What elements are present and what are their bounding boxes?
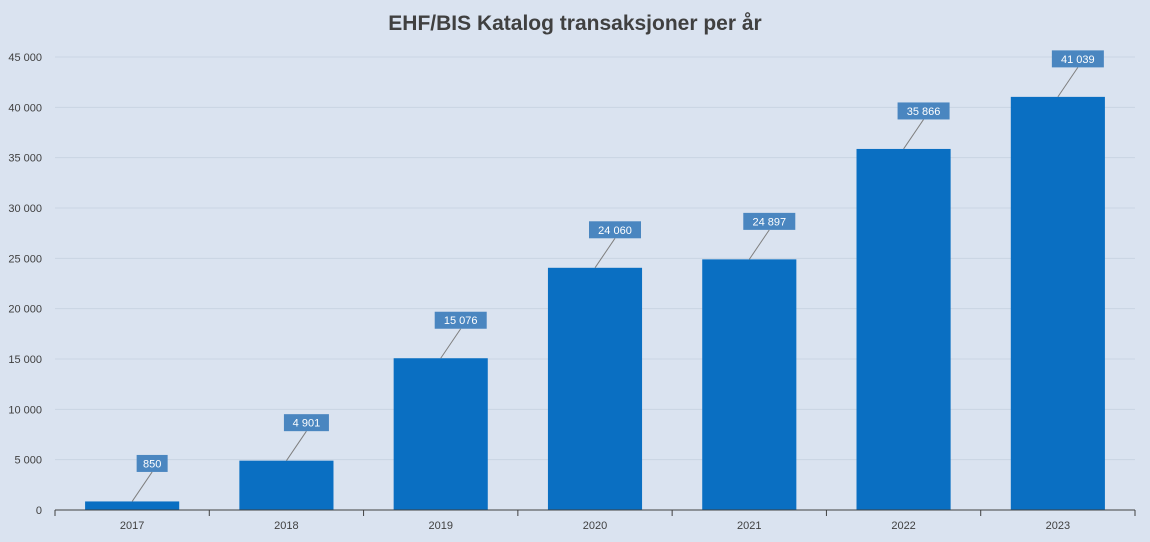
- x-axis-ticks: 2017 2018 2019 2020 2021 2022 2023: [120, 520, 1070, 532]
- data-label: 41 039: [1061, 54, 1095, 66]
- bar: [856, 148, 951, 511]
- data-label: 35 866: [907, 106, 941, 118]
- data-label-box: [1051, 50, 1104, 68]
- y-tick-label: 30 000: [8, 203, 42, 215]
- y-tick-label: 35 000: [8, 153, 42, 165]
- data-label-box: [589, 221, 641, 239]
- data-label-box: [743, 212, 796, 230]
- x-tick-label: 2023: [1046, 520, 1070, 532]
- data-label-box: [283, 414, 329, 432]
- bar: [1010, 96, 1105, 510]
- data-label: 850: [143, 458, 161, 470]
- x-tick-label: 2022: [891, 520, 915, 532]
- chart-title: EHF/BIS Katalog transaksjoner per år: [388, 12, 762, 35]
- y-axis-ticks: 0 5 000 10 000 15 000 20 000 25 000 30 000 35 0…: [8, 52, 42, 517]
- data-label: 4 901: [293, 418, 321, 430]
- y-tick-label: 20 000: [8, 304, 42, 316]
- x-tick-label: 2017: [120, 520, 144, 532]
- data-label-leader: [903, 119, 924, 150]
- x-tick-label: 2021: [737, 520, 761, 532]
- data-label: 24 060: [598, 225, 632, 237]
- bar: [85, 501, 180, 510]
- y-tick-label: 40 000: [8, 102, 42, 114]
- y-tick-label: 0: [36, 505, 42, 517]
- y-tick-label: 5 000: [14, 455, 42, 467]
- y-tick-label: 15 000: [8, 354, 42, 366]
- bar: [547, 267, 643, 510]
- data-label-box: [136, 454, 168, 472]
- data-label-box: [897, 102, 950, 120]
- y-tick-label: 45 000: [8, 52, 42, 64]
- x-tick-label: 2020: [583, 520, 607, 532]
- data-label: 24 897: [752, 216, 786, 228]
- y-tick-label: 10 000: [8, 404, 42, 416]
- x-axis: [54, 509, 1136, 516]
- data-label-leader: [1057, 67, 1079, 98]
- data-labels: 850 4 901 15 076 24 060 24 897 35 866 41 039: [131, 50, 1104, 502]
- y-tick-label: 25 000: [8, 253, 42, 265]
- bars: [85, 96, 1105, 511]
- data-label-leader: [286, 430, 307, 461]
- bar: [702, 259, 797, 510]
- x-tick-label: 2019: [428, 520, 452, 532]
- bar: [239, 460, 334, 510]
- data-label-leader: [440, 328, 462, 359]
- data-label: 15 076: [444, 315, 478, 327]
- x-tick-label: 2018: [274, 520, 298, 532]
- data-label-box: [434, 311, 487, 329]
- data-label-leader: [748, 229, 770, 260]
- data-label-leader: [131, 471, 153, 502]
- bar: [393, 358, 488, 510]
- data-label-leader: [594, 238, 616, 269]
